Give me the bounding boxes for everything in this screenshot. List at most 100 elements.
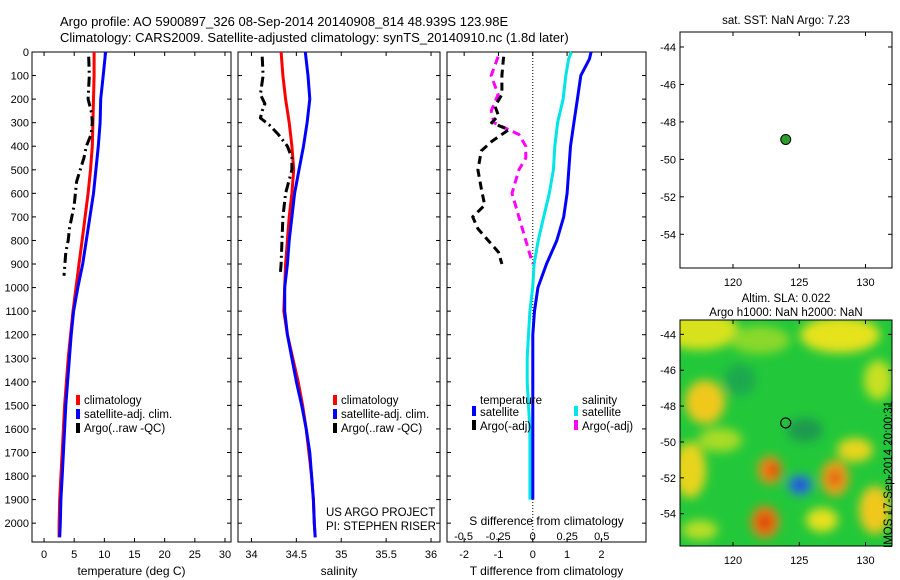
sla-anomaly-blob: [837, 438, 873, 462]
salinity-legend-label: satellite-adj. clim.: [341, 409, 429, 421]
temperature-satellite-adj-clim-line: [58, 51, 108, 538]
depth-tick-label: 1600: [5, 424, 29, 436]
sla-map-y-tick-label: -50: [660, 437, 676, 449]
difference-s-tick-label: 0: [530, 531, 536, 543]
depth-tick-label: 1800: [5, 471, 29, 483]
sst-map-x-tick-label: 125: [790, 277, 808, 289]
difference-s-axis-label: S difference from climatology: [469, 514, 624, 528]
depth-tick-label: 1700: [5, 447, 29, 459]
temperature-legend-swatch: [76, 423, 80, 433]
credit-pi-label: PI: STEPHEN RISER: [326, 521, 436, 533]
legend-t-argo-label: Argo(-adj): [480, 421, 531, 433]
sla-heatmap: [680, 320, 892, 546]
plot-title-line-2: Climatology: CARS2009. Satellite-adjuste…: [60, 30, 569, 45]
sla-map-x-tick-label: 125: [790, 555, 808, 567]
depth-tick-label: 400: [11, 141, 29, 153]
depth-tick-label: 0: [23, 47, 29, 59]
sla-map-y-tick-label: -54: [660, 509, 676, 521]
sla-anomaly-blob: [859, 486, 891, 534]
difference-x-axis-label: T difference from climatology: [470, 564, 624, 578]
temperature-x-tick-label: 30: [219, 549, 231, 561]
sla-map-x-tick-label: 130: [856, 555, 874, 567]
plot-title-line-1: Argo profile: AO 5900897_326 08-Sep-2014…: [60, 14, 509, 29]
difference-salinity-argo-adj-line: [489, 56, 535, 265]
salinity-argo-raw-qc-line: [258, 56, 294, 276]
salinity-x-tick-label: 34: [245, 549, 257, 561]
legend-s-satellite-label: satellite: [582, 407, 621, 419]
legend-t-satellite-swatch: [472, 406, 476, 416]
temperature-legend-swatch: [76, 395, 80, 405]
sla-argo-position-marker: [780, 417, 792, 429]
sla-map-frame: [679, 319, 893, 547]
sla-anomaly-blobs: [680, 320, 892, 540]
difference-x-tick-label: -2: [459, 549, 469, 561]
depth-tick-label: 200: [11, 94, 29, 106]
sst-map-y-tick-label: -44: [660, 42, 676, 54]
salinity-legend-label: climatology: [341, 395, 399, 407]
depth-tick-label: 1100: [5, 306, 29, 318]
depth-tick-label: 1500: [5, 400, 29, 412]
salinity-x-tick-label: 36: [425, 549, 437, 561]
difference-salinity-satellite-line: [525, 51, 573, 500]
difference-x-tick-label: -1: [494, 549, 504, 561]
depth-tick-label: 600: [11, 188, 29, 200]
sla-map-y-tick-label: -52: [660, 473, 676, 485]
temperature-argo-raw-qc-line: [62, 56, 94, 276]
sla-anomaly-blob: [806, 508, 838, 532]
sla-anomaly-blob: [680, 320, 738, 350]
difference-temperature-argo-adj-line: [471, 56, 511, 265]
sla-map-y-tick-label: -44: [660, 329, 676, 341]
sst-map-title: sat. SST: NaN Argo: 7.23: [722, 15, 850, 27]
depth-tick-label: 2000: [5, 518, 29, 530]
depth-tick-label: 1400: [5, 377, 29, 389]
sla-anomaly-blob: [828, 470, 842, 486]
temperature-x-tick-label: 15: [128, 549, 140, 561]
temperature-legend-label: climatology: [84, 395, 142, 407]
temperature-legend-swatch: [76, 409, 80, 419]
legend-s-satellite-swatch: [574, 406, 578, 416]
depth-tick-label: 1200: [5, 330, 29, 342]
difference-s-tick-label: 0.25: [557, 531, 578, 543]
salinity-satellite-adj-clim-line: [283, 51, 317, 538]
sla-anomaly-blob: [680, 442, 706, 498]
temperature-x-tick-label: 10: [98, 549, 110, 561]
sla-anomaly-blob: [793, 480, 807, 490]
argo-float-position-marker: [780, 133, 792, 145]
temperature-legend-label: Argo(..raw -QC): [84, 423, 165, 435]
sla-anomaly-blob: [685, 380, 725, 424]
credit-project-label: US ARGO PROJECT: [326, 507, 435, 519]
sla-map-title-1: Altim. SLA: 0.022: [742, 293, 831, 305]
salinity-legend-swatch: [333, 409, 337, 419]
temperature-x-axis-label: temperature (deg C): [77, 564, 185, 578]
legend-t-satellite-label: satellite: [480, 407, 519, 419]
legend-t-argo-swatch: [472, 420, 476, 430]
sla-anomaly-blob: [682, 520, 718, 540]
legend-s-argo-swatch: [574, 420, 578, 430]
depth-tick-label: 1900: [5, 495, 29, 507]
depth-tick-label: 300: [11, 118, 29, 130]
sla-anomaly-blob: [758, 514, 772, 530]
difference-temperature-satellite-line: [531, 51, 593, 500]
timestamp-stamp: IMOS 17-Sep-2014 20:00:31: [883, 401, 895, 548]
depth-tick-label: 900: [11, 259, 29, 271]
temperature-x-tick-label: 5: [71, 549, 77, 561]
sst-map-y-tick-label: -50: [660, 154, 676, 166]
sst-map-x-tick-label: 130: [856, 277, 874, 289]
salinity-x-tick-label: 34.5: [286, 549, 307, 561]
depth-tick-label: 1000: [5, 283, 29, 295]
salinity-x-axis-label: salinity: [321, 564, 358, 578]
depth-tick-label: 100: [11, 71, 29, 83]
sla-anomaly-blob: [800, 320, 880, 353]
depth-tick-label: 700: [11, 212, 29, 224]
salinity-legend-swatch: [333, 395, 337, 405]
sst-map-y-tick-label: -48: [660, 117, 676, 129]
sst-map-y-tick-label: -52: [660, 192, 676, 204]
difference-x-tick-label: 2: [598, 549, 604, 561]
sla-map-y-tick-label: -48: [660, 401, 676, 413]
salinity-x-tick-label: 35: [335, 549, 347, 561]
legend-s-argo-label: Argo(-adj): [582, 421, 633, 433]
depth-tick-label: 1300: [5, 353, 29, 365]
temperature-legend-label: satellite-adj. clim.: [84, 409, 172, 421]
difference-s-tick-label: -0.5: [454, 531, 473, 543]
sla-anomaly-blob: [864, 360, 892, 400]
